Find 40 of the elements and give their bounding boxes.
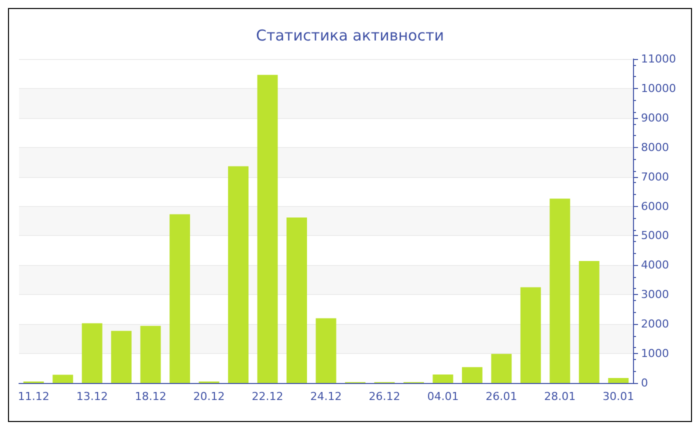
x-tick-label: 26.12 [368, 390, 400, 403]
bar [316, 318, 336, 383]
bar [257, 74, 278, 383]
x-tick-label: 24.12 [310, 390, 342, 403]
bar [491, 354, 512, 383]
x-tick-label: 20.12 [193, 390, 225, 403]
chart-title: Статистика активности [256, 26, 444, 44]
bar [228, 166, 249, 383]
bar [286, 217, 307, 383]
x-tick-label: 30.01 [602, 390, 634, 403]
y-tick-label: 1000 [641, 347, 669, 360]
y-tick-label: 5000 [641, 229, 669, 242]
bar [520, 287, 541, 383]
y-tick-label: 0 [641, 376, 648, 390]
bar [578, 261, 600, 383]
bar [608, 378, 629, 383]
y-tick-label: 9000 [641, 111, 669, 124]
bar [462, 367, 482, 383]
y-tick-label: 6000 [641, 200, 669, 213]
y-tick-label: 10000 [641, 82, 676, 95]
x-tick-label: 28.01 [544, 390, 576, 403]
bar [111, 330, 132, 383]
y-tick-label: 3000 [641, 288, 669, 302]
bar [432, 374, 454, 383]
bar [170, 214, 190, 383]
y-tick-label: 2000 [641, 318, 669, 331]
y-tick-label: 8000 [641, 140, 669, 154]
bar [550, 198, 570, 383]
x-tick-label: 26.01 [486, 390, 518, 403]
x-tick-label: 18.12 [134, 390, 166, 403]
x-tick-label: 22.12 [252, 390, 284, 403]
bar [140, 326, 161, 383]
x-tick-label: 04.01 [427, 390, 459, 403]
x-tick-label: 13.12 [76, 390, 108, 403]
bar [52, 374, 74, 383]
y-tick-label: 7000 [641, 170, 669, 184]
bar [82, 323, 102, 383]
y-tick-label: 11000 [641, 52, 676, 66]
x-tick-label: 11.12 [18, 390, 50, 403]
y-tick-label: 4000 [641, 258, 669, 272]
